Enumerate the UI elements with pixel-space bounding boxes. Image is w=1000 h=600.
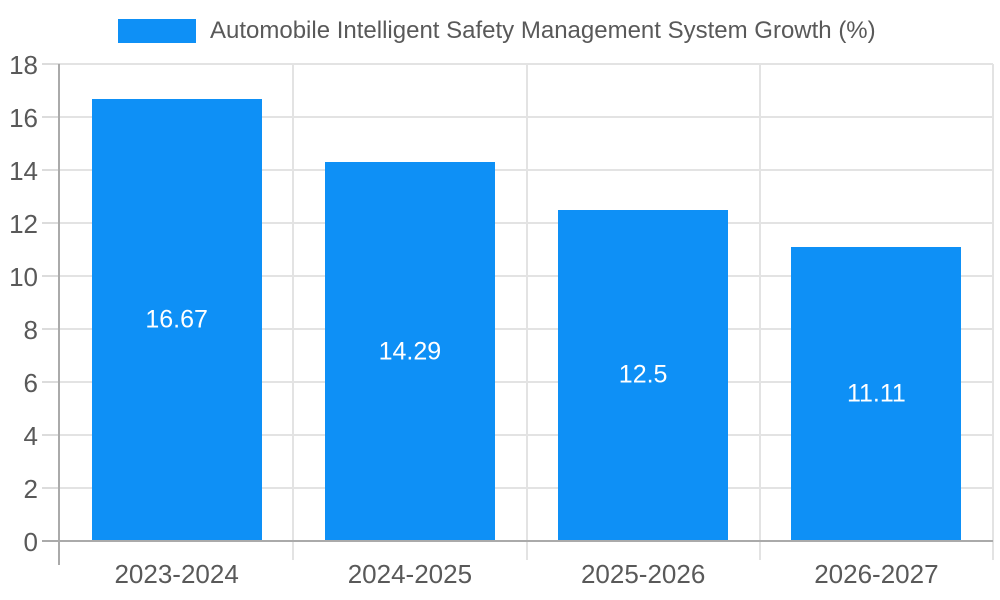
bar — [324, 162, 495, 541]
y-tick-label: 8 — [23, 315, 38, 345]
y-tick-label: 0 — [23, 527, 38, 557]
y-tick — [42, 275, 60, 277]
x-category-label: 2026-2027 — [814, 559, 939, 589]
gridline-v — [292, 64, 295, 560]
y-tick — [42, 328, 60, 330]
bar — [558, 209, 729, 541]
y-tick-label: 10 — [9, 262, 38, 292]
bar-value-label: 14.29 — [378, 337, 442, 366]
y-tick — [42, 63, 60, 65]
bar — [791, 246, 962, 541]
y-tick-label: 12 — [9, 209, 38, 239]
y-axis-line — [58, 64, 60, 565]
y-tick — [42, 434, 60, 436]
x-axis-line — [42, 540, 993, 542]
bar-value-label: 12.5 — [618, 360, 668, 389]
y-tick-label: 16 — [9, 103, 38, 133]
bar-value-label: 16.67 — [145, 305, 208, 334]
bar-value-label: 11.11 — [846, 379, 906, 408]
chart-legend: Automobile Intelligent Safety Management… — [118, 17, 876, 44]
y-tick-label: 2 — [23, 474, 38, 504]
legend-swatch — [118, 19, 196, 43]
y-tick-label: 18 — [9, 50, 38, 80]
y-tick — [42, 116, 60, 118]
gridline-v — [758, 64, 761, 560]
y-tick — [42, 169, 60, 171]
y-tick-label: 4 — [23, 421, 38, 451]
legend-title: Automobile Intelligent Safety Management… — [210, 17, 876, 44]
y-tick — [42, 381, 60, 383]
y-tick — [42, 487, 60, 489]
bar — [91, 99, 262, 541]
x-category-label: 2025-2026 — [580, 559, 706, 589]
gridline-v — [525, 64, 528, 560]
y-tick-label: 14 — [9, 156, 38, 186]
x-category-label: 2024-2025 — [347, 559, 473, 589]
gridline-v — [992, 64, 994, 560]
y-tick — [42, 222, 60, 224]
y-tick-label: 6 — [23, 368, 38, 398]
x-category-label: 2023-2024 — [114, 559, 239, 589]
